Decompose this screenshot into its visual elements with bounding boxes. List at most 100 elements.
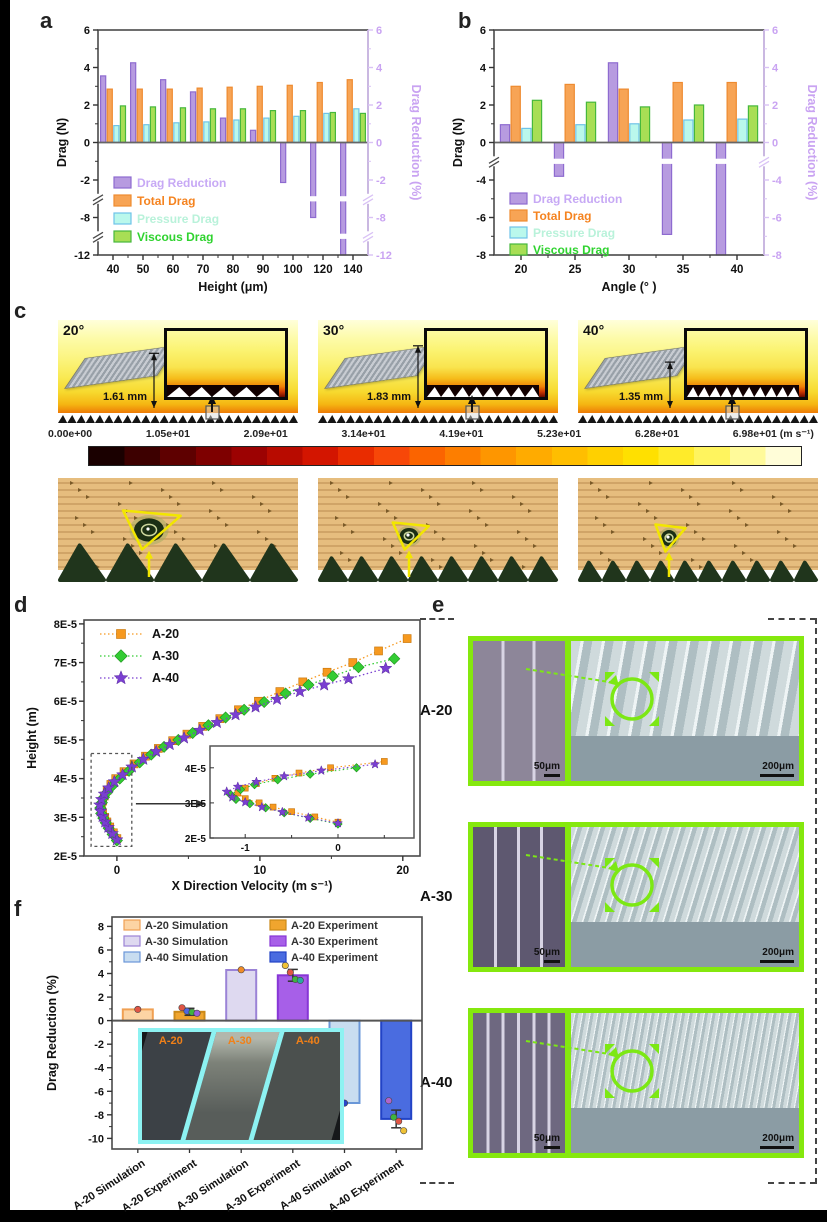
svg-text:4: 4 <box>84 63 91 75</box>
panel-b-label: b <box>458 8 472 33</box>
svg-text:0: 0 <box>84 138 90 150</box>
svg-text:4: 4 <box>772 63 779 75</box>
svg-text:0: 0 <box>772 138 778 150</box>
colorbar-tick: 3.14e+01 <box>341 428 386 440</box>
streamline-image <box>578 478 818 582</box>
cfd-card: 20° 1.61 mm <box>58 320 298 423</box>
svg-text:-8: -8 <box>94 1110 104 1122</box>
svg-text:-4: -4 <box>94 1063 105 1075</box>
svg-text:140: 140 <box>343 264 362 276</box>
panel-f-label: f <box>14 896 22 921</box>
svg-text:Drag Reduction: Drag Reduction <box>137 176 226 190</box>
svg-text:Drag Reduction: Drag Reduction <box>533 192 622 206</box>
scale-bar-50um: 50μm <box>534 762 560 777</box>
svg-text:A-40 Simulation: A-40 Simulation <box>145 952 228 964</box>
svg-text:A-20 Experiment: A-20 Experiment <box>291 920 378 932</box>
svg-text:Height (μm): Height (μm) <box>198 280 267 294</box>
cfd-angle-label: 30° <box>323 322 345 338</box>
svg-text:-2: -2 <box>80 175 90 187</box>
svg-text:Pressure Drag: Pressure Drag <box>533 226 615 240</box>
sem-top-view-image: 200μm <box>571 827 799 967</box>
colorbar-tick-labels: 0.00e+00 1.05e+01 2.09e+01 3.14e+01 4.19e+01… <box>48 428 814 440</box>
bracket-top-right <box>768 618 816 620</box>
svg-text:Viscous Drag: Viscous Drag <box>137 230 213 244</box>
sem-row-label: A-30 <box>420 888 453 905</box>
sample-label: A-40 <box>296 1035 321 1047</box>
svg-text:2E-5: 2E-5 <box>54 851 77 863</box>
svg-text:-10: -10 <box>88 1133 104 1145</box>
sem-cross-section-image: 50μm <box>473 641 565 781</box>
left-black-border <box>0 0 10 1222</box>
svg-text:4: 4 <box>480 63 487 75</box>
svg-text:10: 10 <box>254 865 267 877</box>
colorbar-tick: 5.23e+01 <box>537 428 582 440</box>
cfd-annotations: 1.35 mm <box>619 361 740 420</box>
svg-text:-6: -6 <box>772 213 782 225</box>
colorbar-tick: 1.05e+01 <box>145 428 190 440</box>
svg-text:Height (m): Height (m) <box>25 707 39 769</box>
svg-text:70: 70 <box>197 264 210 276</box>
svg-text:40: 40 <box>107 264 120 276</box>
svg-text:2E-5: 2E-5 <box>185 834 207 845</box>
svg-text:4E-5: 4E-5 <box>54 774 77 786</box>
cfd-zoom-inset <box>424 328 548 400</box>
svg-text:Drag Reduction (%): Drag Reduction (%) <box>45 975 59 1091</box>
svg-text:2: 2 <box>84 100 90 112</box>
svg-text:6: 6 <box>84 25 90 37</box>
svg-text:3E-5: 3E-5 <box>185 799 207 810</box>
svg-text:Drag (N): Drag (N) <box>55 118 69 167</box>
bottom-black-border <box>0 1210 827 1222</box>
cfd-zoom-inset <box>164 328 288 400</box>
svg-text:7E-5: 7E-5 <box>54 658 77 670</box>
scale-bar-50um: 50μm <box>534 948 560 963</box>
svg-text:5E-5: 5E-5 <box>54 735 77 747</box>
colorbar-tick: 2.09e+01 <box>243 428 288 440</box>
colorbar-tick: 6.98e+01 (m s⁻¹) <box>732 428 814 440</box>
svg-text:6: 6 <box>772 25 778 37</box>
svg-text:2: 2 <box>376 100 382 112</box>
svg-text:0: 0 <box>98 1016 104 1028</box>
svg-text:A-30: A-30 <box>152 649 179 663</box>
panel-c-label: c <box>14 298 27 323</box>
svg-text:-2: -2 <box>376 175 386 187</box>
cfd-angle-label: 40° <box>583 322 605 338</box>
svg-text:35: 35 <box>677 264 690 276</box>
sem-annotation <box>525 854 659 912</box>
svg-text:40: 40 <box>731 264 744 276</box>
svg-text:-4: -4 <box>476 175 487 187</box>
cfd-card: 30° 1.83 mm <box>318 320 558 423</box>
svg-text:2: 2 <box>98 992 104 1004</box>
svg-text:90: 90 <box>257 264 270 276</box>
svg-text:6: 6 <box>480 25 486 37</box>
cfd-angle-label: 20° <box>63 322 85 338</box>
sem-row-label: A-40 <box>420 1074 453 1091</box>
scale-bar-50um: 50μm <box>534 1134 560 1149</box>
svg-text:Total Drag: Total Drag <box>137 194 195 208</box>
svg-text:0: 0 <box>335 843 341 854</box>
riblet-sample-photo: A-20 A-30 A-40 <box>138 1028 344 1144</box>
svg-text:6E-5: 6E-5 <box>54 696 77 708</box>
svg-text:-12: -12 <box>376 250 392 262</box>
svg-text:20: 20 <box>396 865 409 877</box>
svg-text:60: 60 <box>167 264 180 276</box>
svg-text:120: 120 <box>313 264 332 276</box>
bracket-bottom-left <box>420 1182 454 1184</box>
bracket-top-left <box>420 618 454 620</box>
scale-bar-200um: 200μm <box>760 762 794 777</box>
svg-text:0: 0 <box>114 865 120 877</box>
svg-text:4: 4 <box>98 969 105 981</box>
scale-bar-200um: 200μm <box>760 948 794 963</box>
svg-text:-2: -2 <box>94 1039 104 1051</box>
svg-text:80: 80 <box>227 264 240 276</box>
svg-text:6: 6 <box>376 25 382 37</box>
svg-text:-8: -8 <box>476 250 486 262</box>
svg-text:-12: -12 <box>74 250 90 262</box>
svg-text:-6: -6 <box>476 213 486 225</box>
scale-bar-200um: 200μm <box>760 1134 794 1149</box>
svg-text:100: 100 <box>283 264 302 276</box>
svg-text:Viscous Drag: Viscous Drag <box>533 243 609 257</box>
svg-text:A-20 Simulation: A-20 Simulation <box>145 920 228 932</box>
cfd-annotations: 1.83 mm <box>367 345 480 420</box>
panel-a-chart: 6 6 4 4 2 2 0 0 -2 -2 -8 -8 -12 -12 40 50 60 70 80 90 100 120… <box>55 25 423 294</box>
